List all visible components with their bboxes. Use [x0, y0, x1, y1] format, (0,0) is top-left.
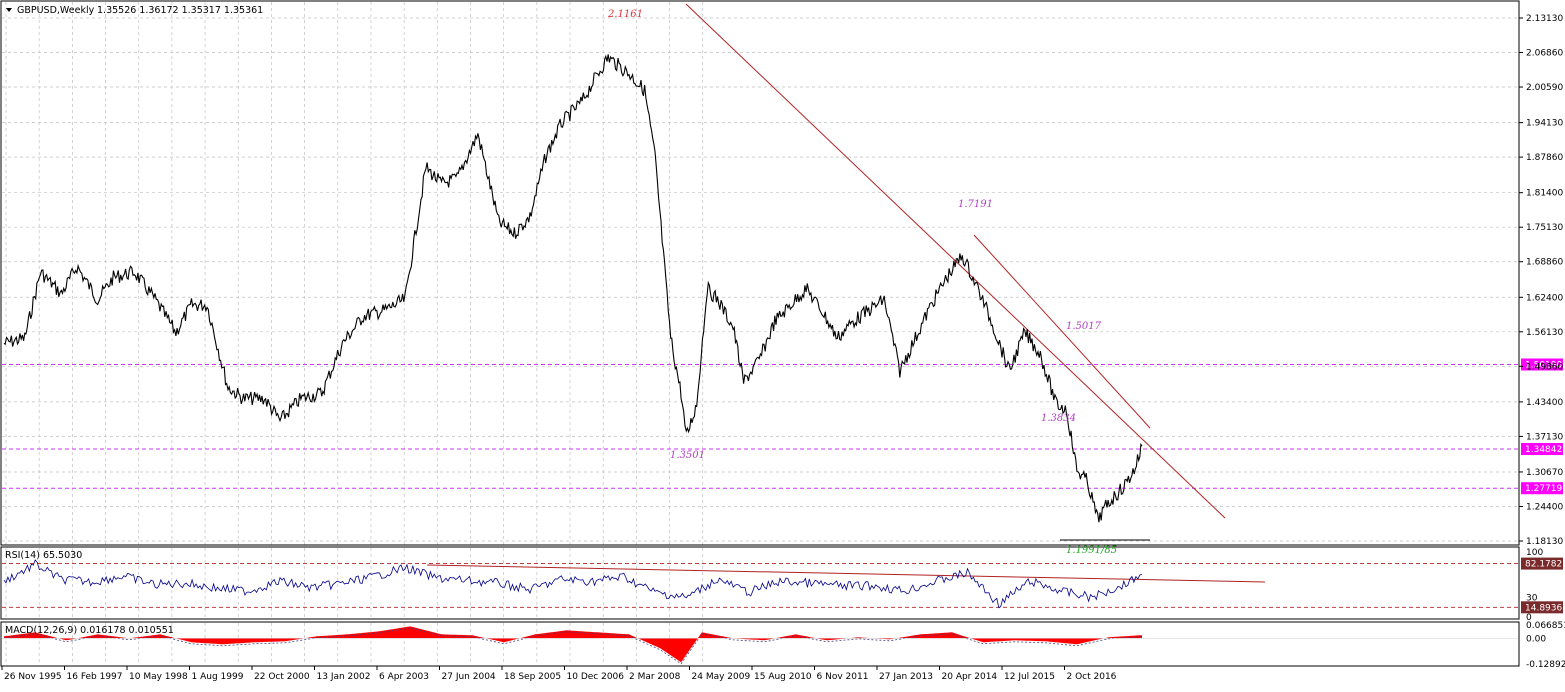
price-axis-label: 2.00590	[1526, 83, 1563, 93]
macd-histogram	[4, 626, 1142, 663]
level-price-tag-text: 1.27719	[1525, 484, 1562, 494]
symbol-label: GBPUSD,Weekly	[17, 5, 95, 16]
price-axis: 2.13130 2.06860 2.00590 1.94130 1.87860 1.814…	[1519, 14, 1565, 670]
main-panel-frame	[0, 0, 1520, 546]
price-annotation: 2.1161	[607, 9, 643, 20]
price-series	[3, 54, 1143, 523]
rsi-title: RSI(14) 65.5030	[5, 550, 82, 561]
price-axis-label: 1.94130	[1526, 119, 1563, 129]
symbol-dropdown[interactable]	[6, 8, 12, 12]
time-axis-label: 10 May 1998	[129, 672, 188, 682]
time-axis-label: 27 Jun 2004	[442, 672, 496, 682]
price-annotation: 1.5017	[1066, 321, 1102, 332]
downtrend-channel-line[interactable]	[973, 234, 1151, 429]
price-axis-label: 1.37130	[1526, 432, 1563, 442]
price-line	[3, 54, 1143, 523]
time-axis-label: 13 Jan 2002	[317, 672, 371, 682]
price-axis-label: 1.43400	[1526, 398, 1563, 408]
time-axis-label: 27 Jan 2013	[879, 672, 933, 682]
price-annotation: 1.3501	[670, 450, 705, 461]
rsi-panel-frame	[0, 546, 1520, 620]
price-annotations: 2.1161 1.3501 1.7191 1.5017 1.3834 1.1991/85	[607, 9, 1117, 556]
macd-axis-label: -0.128921	[1526, 660, 1565, 670]
rsi-level-tag-text: 14.8936	[1525, 603, 1562, 613]
level-price-tag-text: 1.34842	[1525, 445, 1562, 455]
time-axis-label: 10 Dec 2006	[567, 672, 625, 682]
grid-layer	[2, 2, 1518, 665]
time-axis-label: 15 Aug 2010	[754, 672, 812, 682]
macd-axis-label: 0.066851	[1526, 621, 1565, 631]
price-axis-label: 1.68860	[1526, 258, 1563, 268]
rsi-axis-label: 0	[1526, 613, 1532, 623]
levels-layer: 1.50190 1.34842 1.27719 82.1782 14.8936	[2, 358, 1563, 614]
price-axis-label: 1.75130	[1526, 223, 1563, 233]
time-axis-label: 16 Feb 1997	[67, 672, 123, 682]
macd-series	[2, 626, 1518, 665]
macd-title: MACD(12,26,9) 0.016178 0.010551	[5, 625, 174, 636]
rsi-level-tag	[1521, 601, 1563, 614]
price-axis-label: 1.18130	[1526, 537, 1563, 547]
price-axis-label: 1.56130	[1526, 328, 1563, 338]
time-axis: 26 Nov 1995 16 Feb 1997 10 May 1998 1 Aug 1…	[1, 666, 1117, 682]
price-axis-label: 1.81400	[1526, 189, 1563, 199]
rsi-level-tag	[1521, 557, 1563, 570]
dropdown-triangle-icon[interactable]	[6, 8, 12, 12]
price-axis-label: 2.06860	[1526, 49, 1563, 59]
time-axis-label: 18 Sep 2005	[504, 672, 561, 682]
time-axis-label: 20 Apr 2014	[942, 672, 998, 682]
time-axis-label: 1 Aug 1999	[192, 672, 244, 682]
rsi-axis-label: 30	[1526, 594, 1538, 604]
rsi-trend-line[interactable]	[426, 564, 1266, 583]
price-annotation: 1.7191	[958, 199, 993, 210]
level-price-tag	[1521, 442, 1563, 455]
ohlc-label: 1.35526 1.36172 1.35317 1.35361	[97, 5, 263, 16]
macd-panel-frame	[0, 621, 1520, 667]
time-axis-label: 22 Oct 2000	[254, 672, 310, 682]
time-axis-label: 2 Oct 2016	[1067, 672, 1117, 682]
rsi-series	[3, 559, 1143, 609]
price-axis-label: 1.87860	[1526, 153, 1563, 163]
price-axis-label: 1.30670	[1526, 468, 1563, 478]
rsi-axis-label: 100	[1526, 548, 1543, 558]
rsi-line	[3, 559, 1143, 609]
price-axis-label: 1.24400	[1526, 502, 1563, 512]
time-axis-label: 2 Mar 2008	[629, 672, 681, 682]
time-axis-label: 12 Jul 2015	[1004, 672, 1055, 682]
price-annotation: 1.3834	[1041, 413, 1076, 424]
price-axis-label: 2.13130	[1526, 14, 1563, 24]
time-axis-label: 6 Apr 2003	[379, 672, 429, 682]
level-price-tag	[1521, 482, 1563, 495]
time-axis-label: 24 May 2009	[692, 672, 751, 682]
rsi-level-tag-text: 82.1782	[1525, 560, 1562, 570]
price-axis-label: 1.62400	[1526, 293, 1563, 303]
time-axis-label: 6 Nov 2011	[817, 672, 869, 682]
price-annotation: 1.1991/85	[1066, 545, 1117, 556]
price-axis-label: 1.49860	[1526, 362, 1563, 372]
macd-axis-label: 0.00	[1526, 634, 1546, 644]
macd-signal-line	[3, 627, 1143, 665]
level-price-tag-text: 1.50190	[1525, 361, 1562, 371]
level-price-tag	[1521, 358, 1563, 371]
time-axis-label: 26 Nov 1995	[4, 672, 62, 682]
